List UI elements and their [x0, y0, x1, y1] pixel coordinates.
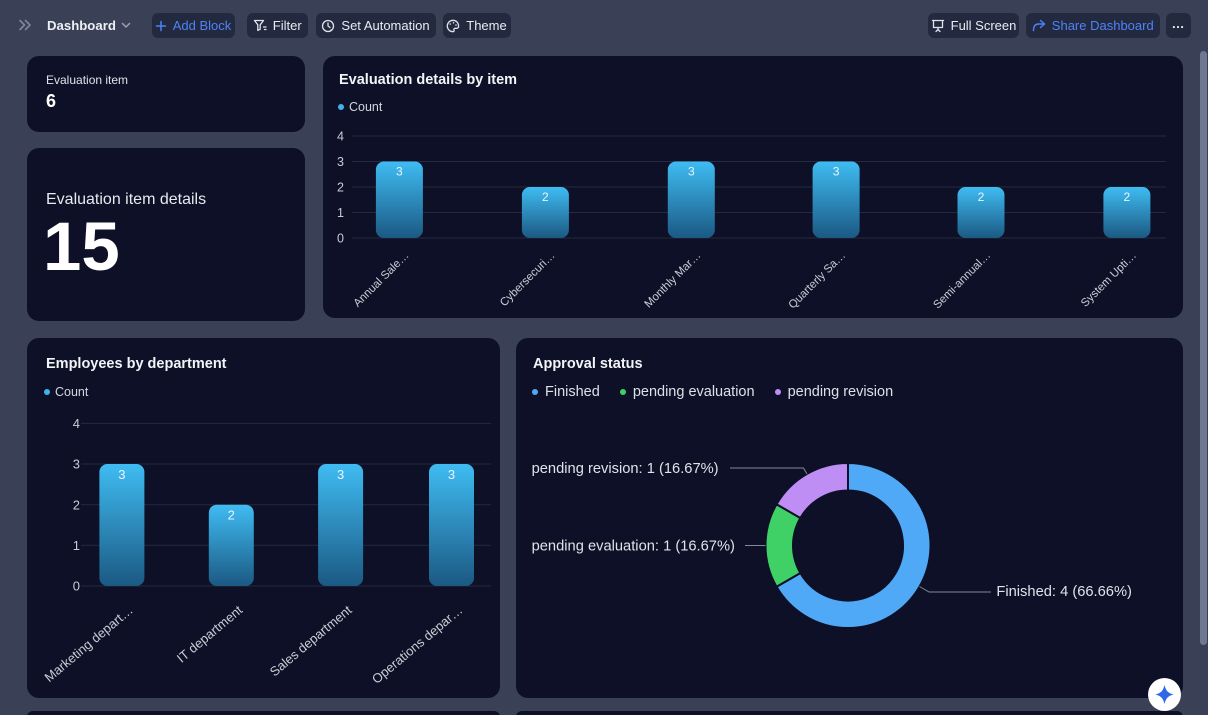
svg-text:3: 3 [73, 457, 80, 472]
svg-text:4: 4 [73, 416, 80, 431]
svg-text:3: 3 [688, 165, 695, 179]
svg-text:2: 2 [1124, 190, 1131, 204]
svg-text:3: 3 [337, 467, 344, 482]
svg-text:3: 3 [337, 155, 344, 169]
svg-text:pending revision: 1 (16.67%): pending revision: 1 (16.67%) [532, 461, 719, 477]
svg-text:3: 3 [118, 467, 125, 482]
svg-text:pending evaluation: 1 (16.67%): pending evaluation: 1 (16.67%) [532, 539, 735, 555]
svg-text:Semi-annual…: Semi-annual… [931, 250, 993, 312]
svg-text:Quarterly Sa…: Quarterly Sa… [786, 250, 848, 312]
svg-text:2: 2 [542, 190, 549, 204]
svg-text:4: 4 [337, 130, 344, 144]
svg-text:Operations depar…: Operations depar… [369, 602, 466, 686]
svg-text:Monthly Mar…: Monthly Mar… [643, 250, 704, 311]
svg-text:System Upti…: System Upti… [1079, 250, 1139, 310]
svg-text:Annual Sale…: Annual Sale… [352, 250, 412, 310]
svg-text:1: 1 [337, 206, 344, 220]
svg-text:0: 0 [337, 232, 344, 246]
svg-text:Finished: 4 (66.66%): Finished: 4 (66.66%) [996, 584, 1132, 600]
svg-text:Cybersecuri…: Cybersecuri… [498, 250, 558, 310]
svg-text:2: 2 [228, 508, 235, 523]
svg-text:IT department: IT department [174, 602, 246, 666]
svg-text:Marketing depart…: Marketing depart… [41, 602, 135, 685]
svg-text:2: 2 [337, 181, 344, 195]
svg-text:3: 3 [448, 467, 455, 482]
svg-text:3: 3 [833, 165, 840, 179]
svg-text:0: 0 [73, 579, 80, 594]
svg-text:1: 1 [73, 538, 80, 553]
svg-text:3: 3 [396, 165, 403, 179]
svg-text:2: 2 [978, 190, 985, 204]
svg-text:2: 2 [73, 497, 80, 512]
svg-text:Sales department: Sales department [267, 602, 355, 679]
